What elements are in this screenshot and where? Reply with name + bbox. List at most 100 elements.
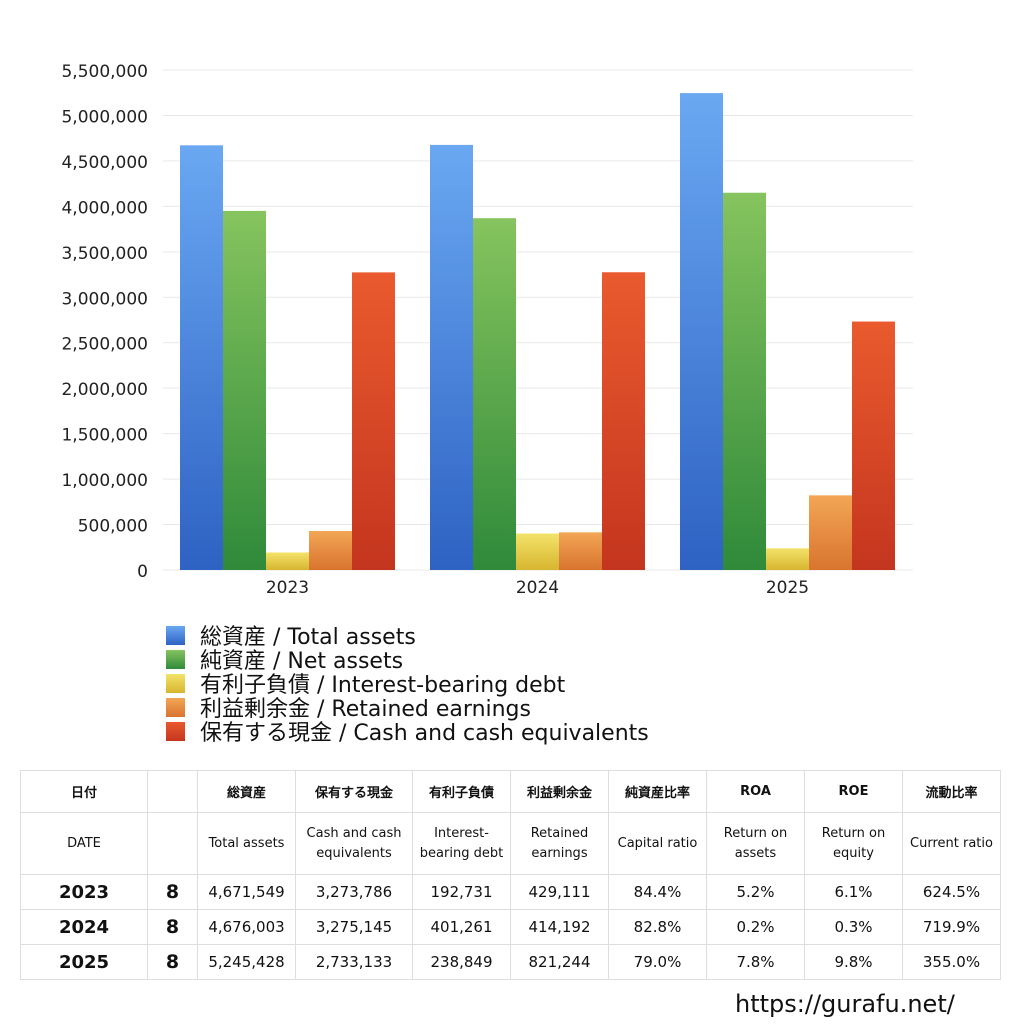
header-date-jp: 日付 [20,770,148,813]
bar-chart: 5,500,000 5,000,000 4,500,000 4,000,000 3,50… [61,62,913,598]
financial-metrics-table: 日付 総資産 保有する現金 有利子負債 利益剰余金 純資産比率 ROA ROE … [20,770,1001,980]
bar-2025-series-2 [766,548,809,570]
legend-swatch-total-assets [166,625,185,645]
legend-swatch-cash [166,721,185,741]
header-date-en: DATE [20,812,148,875]
cell-roe: 0.3% [804,909,903,945]
cell-roa: 5.2% [706,874,805,910]
bar-2025-series-4 [852,321,895,570]
y-tick-label: 1,000,000 [61,471,148,491]
header-current-ratio-en: Current ratio [902,812,1001,875]
cell-roa: 7.8% [706,944,805,980]
y-tick-label: 0 [137,562,148,582]
cell-current-ratio: 719.9% [902,909,1001,945]
bar-2024-series-4 [602,272,645,570]
y-tick-label: 4,500,000 [61,153,148,173]
legend-label-retained-earnings: 利益剰余金 / Retained earnings [200,697,531,722]
header-roa-jp: ROA [706,770,805,813]
cell-month: 8 [147,874,198,910]
y-tick-label: 500,000 [78,517,148,537]
legend-item-total-assets: 総資産 / Total assets [166,623,649,650]
cell-total-assets: 4,671,549 [197,874,296,910]
cell-roe: 6.1% [804,874,903,910]
y-tick-label: 2,500,000 [61,335,148,355]
cell-total-assets: 4,676,003 [197,909,296,945]
x-tick-label-2025: 2025 [766,578,809,598]
y-tick-label: 3,500,000 [61,244,148,264]
bar-2023-series-4 [352,272,395,570]
table-row: 2025 8 5,245,428 2,733,133 238,849 821,2… [20,944,1001,980]
bar-2024-series-0 [430,144,473,570]
bar-2025-series-3 [809,495,852,570]
y-tick-label: 4,000,000 [61,198,148,218]
bars [180,93,895,570]
legend-item-interest-bearing-debt: 有利子負債 / Interest-bearing debt [166,671,649,698]
header-cash-en: Cash and cash equivalents [295,812,413,875]
cell-capital-ratio: 79.0% [608,944,707,980]
cell-roe: 9.8% [804,944,903,980]
header-capital-ratio-en: Capital ratio [608,812,707,875]
y-axis-tick-labels: 5,500,000 5,000,000 4,500,000 4,000,000 3,50… [61,62,148,582]
header-roe-en: Return on equity [804,812,903,875]
bar-2023-series-1 [223,210,266,570]
cell-retained: 414,192 [510,909,609,945]
source-url[interactable]: https://gurafu.net/ [735,990,955,1018]
legend-swatch-interest-bearing-debt [166,673,185,693]
cell-year: 2024 [20,909,148,945]
cell-cash: 2,733,133 [295,944,413,980]
bar-2025-series-1 [723,192,766,570]
header-roe-jp: ROE [804,770,903,813]
cell-debt: 192,731 [412,874,511,910]
table-header-row-jp: 日付 総資産 保有する現金 有利子負債 利益剰余金 純資産比率 ROA ROE … [20,770,1001,813]
table-header-row-en: DATE Total assets Cash and cash equivale… [20,812,1001,875]
cell-cash: 3,273,786 [295,874,413,910]
header-roa-en: Return on assets [706,812,805,875]
legend-swatch-net-assets [166,649,185,669]
header-retained-en: Retained earnings [510,812,609,875]
cell-total-assets: 5,245,428 [197,944,296,980]
y-tick-label: 3,000,000 [61,289,148,309]
y-tick-label: 5,000,000 [61,107,148,127]
bar-2024-series-1 [473,218,516,570]
x-tick-label-2023: 2023 [266,578,309,598]
legend-item-cash: 保有する現金 / Cash and cash equivalents [166,719,649,746]
chart-legend: 総資産 / Total assets 純資産 / Net assets 有利子負… [166,623,649,746]
cell-year: 2023 [20,874,148,910]
header-debt-en: Interest-bearing debt [412,812,511,875]
legend-swatch-retained-earnings [166,697,185,717]
y-tick-label: 1,500,000 [61,426,148,446]
cell-year: 2025 [20,944,148,980]
legend-item-retained-earnings: 利益剰余金 / Retained earnings [166,695,649,722]
cell-month: 8 [147,944,198,980]
legend-item-net-assets: 純資産 / Net assets [166,647,649,674]
bar-2023-series-0 [180,145,223,570]
header-current-ratio-jp: 流動比率 [902,770,1001,813]
header-capital-ratio-jp: 純資産比率 [608,770,707,813]
gridlines [163,69,913,571]
cell-month: 8 [147,909,198,945]
x-axis-tick-labels: 2023 2024 2025 [266,578,809,598]
legend-label-cash: 保有する現金 / Cash and cash equivalents [200,721,649,746]
bar-2023-series-3 [309,530,352,570]
bar-2025-series-0 [680,93,723,570]
cell-capital-ratio: 82.8% [608,909,707,945]
bar-2024-series-3 [559,532,602,570]
cell-retained: 821,244 [510,944,609,980]
cell-capital-ratio: 84.4% [608,874,707,910]
cell-roa: 0.2% [706,909,805,945]
header-total-assets-jp: 総資産 [197,770,296,813]
cell-current-ratio: 355.0% [902,944,1001,980]
header-month-jp [147,770,198,813]
cell-cash: 3,275,145 [295,909,413,945]
header-cash-jp: 保有する現金 [295,770,413,813]
table-row: 2024 8 4,676,003 3,275,145 401,261 414,1… [20,909,1001,945]
cell-current-ratio: 624.5% [902,874,1001,910]
legend-label-total-assets: 総資産 / Total assets [200,625,416,650]
cell-debt: 401,261 [412,909,511,945]
header-month-en [147,812,198,875]
legend-label-net-assets: 純資産 / Net assets [200,649,404,674]
cell-retained: 429,111 [510,874,609,910]
y-tick-label: 5,500,000 [61,62,148,82]
x-tick-label-2024: 2024 [516,578,559,598]
header-retained-jp: 利益剰余金 [510,770,609,813]
